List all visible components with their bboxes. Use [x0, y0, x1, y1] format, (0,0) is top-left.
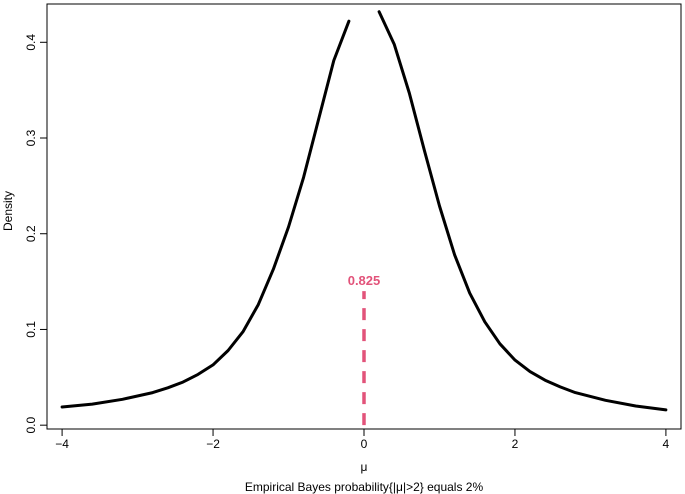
- density-curve-segment: [377, 10, 668, 412]
- x-tick-label: −4: [55, 437, 69, 451]
- y-axis-label: Density: [1, 191, 15, 231]
- chart-subtitle: Empirical Bayes probability{|μ|>2} equal…: [245, 480, 484, 494]
- x-axis: −4 −2 0 2 4: [55, 428, 670, 451]
- y-tick-label: 0.4: [24, 34, 38, 51]
- x-tick-label: −2: [206, 437, 220, 451]
- x-tick-label: 0: [361, 437, 368, 451]
- point-mass-marker: 0.825: [348, 273, 381, 426]
- y-tick-label: 0.3: [24, 129, 38, 146]
- x-tick-label: 2: [512, 437, 519, 451]
- x-tick-label: 4: [663, 437, 670, 451]
- y-axis: 0.0 0.1 0.2 0.3 0.4: [24, 34, 48, 434]
- y-tick-label: 0.2: [24, 225, 38, 242]
- x-axis-label: μ: [361, 460, 368, 474]
- y-tick-label: 0.1: [24, 321, 38, 338]
- density-curve: [60, 10, 668, 412]
- point-mass-label: 0.825: [348, 273, 381, 288]
- density-curve-segment: [60, 19, 351, 409]
- y-tick-label: 0.0: [24, 417, 38, 434]
